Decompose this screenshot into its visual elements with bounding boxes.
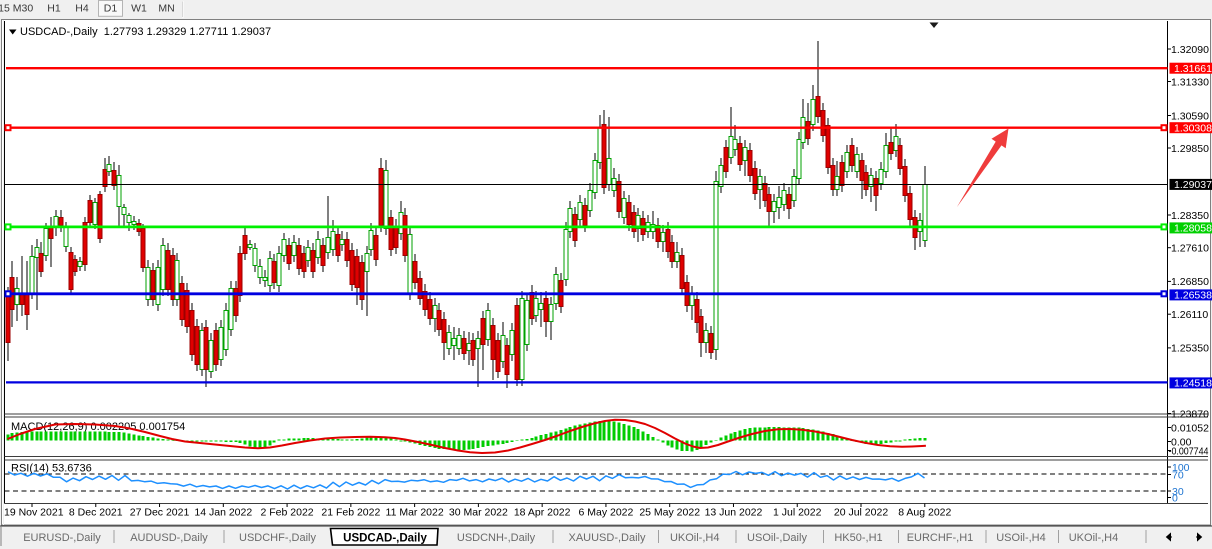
svg-text:W1: W1 [131,2,147,14]
svg-text:AUDUSD-,Daily: AUDUSD-,Daily [130,532,208,544]
svg-text:1.26538: 1.26538 [1174,290,1212,302]
svg-text:100: 100 [1172,462,1190,474]
svg-text:27 Dec 2021: 27 Dec 2021 [130,507,190,519]
svg-text:8 Dec 2021: 8 Dec 2021 [69,507,123,519]
svg-text:21 Feb 2022: 21 Feb 2022 [321,507,380,519]
svg-text:UKOil-,H4: UKOil-,H4 [670,532,720,544]
svg-text:RSI(14) 53.6736: RSI(14) 53.6736 [11,463,92,475]
svg-text:25 May 2022: 25 May 2022 [639,507,700,519]
svg-text:D1: D1 [104,2,118,14]
svg-text:0.01052: 0.01052 [1171,422,1209,434]
svg-text:1.32090: 1.32090 [1171,44,1209,56]
svg-text:1.29037: 1.29037 [1174,179,1212,191]
svg-text:M30: M30 [13,2,34,14]
svg-text:MN: MN [158,2,174,14]
svg-text:18 Apr 2022: 18 Apr 2022 [514,507,571,519]
svg-text:70: 70 [1172,469,1184,481]
svg-text:1.24518: 1.24518 [1174,378,1212,390]
svg-text:1.25350: 1.25350 [1171,343,1209,355]
svg-text:6 May 2022: 6 May 2022 [578,507,633,519]
svg-text:1.26110: 1.26110 [1171,309,1208,321]
svg-text:USDCNH-,Daily: USDCNH-,Daily [457,532,536,544]
svg-text:1.30308: 1.30308 [1174,123,1212,135]
svg-text:USDCAD-,Daily: USDCAD-,Daily [343,533,427,545]
svg-text:1.31661: 1.31661 [1174,63,1212,75]
svg-text:1.27610: 1.27610 [1171,243,1209,255]
svg-text:-0.007744: -0.007744 [1169,445,1209,457]
svg-text:15: 15 [0,2,10,14]
svg-text:USOil-,H4: USOil-,H4 [996,532,1046,544]
svg-text:EURUSD-,Daily: EURUSD-,Daily [23,532,101,544]
svg-text:30: 30 [1172,486,1184,498]
svg-text:XAUUSD-,Daily: XAUUSD-,Daily [568,532,646,544]
svg-text:8 Aug 2022: 8 Aug 2022 [898,507,951,519]
svg-text:USDCHF-,Daily: USDCHF-,Daily [239,532,317,544]
svg-text:H4: H4 [75,2,89,14]
svg-text:HK50-,H1: HK50-,H1 [834,532,882,544]
svg-text:0.00: 0.00 [1171,436,1192,448]
svg-text:13 Jun 2022: 13 Jun 2022 [705,507,763,519]
svg-text:2 Feb 2022: 2 Feb 2022 [261,507,314,519]
svg-text:1.29850: 1.29850 [1171,143,1209,155]
svg-text:USOil-,Daily: USOil-,Daily [747,532,807,544]
svg-text:1.23870: 1.23870 [1171,408,1209,420]
svg-text:20 Jul 2022: 20 Jul 2022 [834,507,888,519]
svg-text:1.26850: 1.26850 [1171,276,1209,288]
svg-text:MACD(12,26,9) 0.002205 0.00175: MACD(12,26,9) 0.002205 0.001754 [11,421,185,433]
svg-text:USDCAD-,Daily 1.27793 1.29329: USDCAD-,Daily 1.27793 1.29329 1.27711 1.… [20,26,271,38]
svg-text:H1: H1 [47,2,61,14]
svg-text:19 Nov 2021: 19 Nov 2021 [4,507,64,519]
svg-text:14 Jan 2022: 14 Jan 2022 [194,507,252,519]
svg-text:1.31330: 1.31330 [1171,76,1209,88]
svg-text:11 Mar 2022: 11 Mar 2022 [386,507,444,519]
svg-text:30 Mar 2022: 30 Mar 2022 [449,507,508,519]
svg-text:1.28350: 1.28350 [1171,210,1209,222]
svg-text:UKOil-,H4: UKOil-,H4 [1069,532,1119,544]
svg-text:0: 0 [1172,492,1178,504]
svg-text:1.30590: 1.30590 [1171,110,1209,122]
svg-text:1.28058: 1.28058 [1174,223,1212,235]
svg-text:EURCHF-,H1: EURCHF-,H1 [907,532,974,544]
svg-text:1 Jul 2022: 1 Jul 2022 [773,507,822,519]
